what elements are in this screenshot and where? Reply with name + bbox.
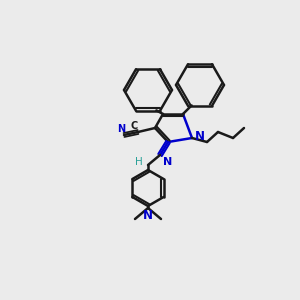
Text: C: C xyxy=(130,121,138,131)
Text: N: N xyxy=(117,124,125,134)
Text: N: N xyxy=(163,157,172,167)
Text: H: H xyxy=(135,157,143,167)
Text: N: N xyxy=(143,209,153,222)
Text: N: N xyxy=(195,130,205,143)
